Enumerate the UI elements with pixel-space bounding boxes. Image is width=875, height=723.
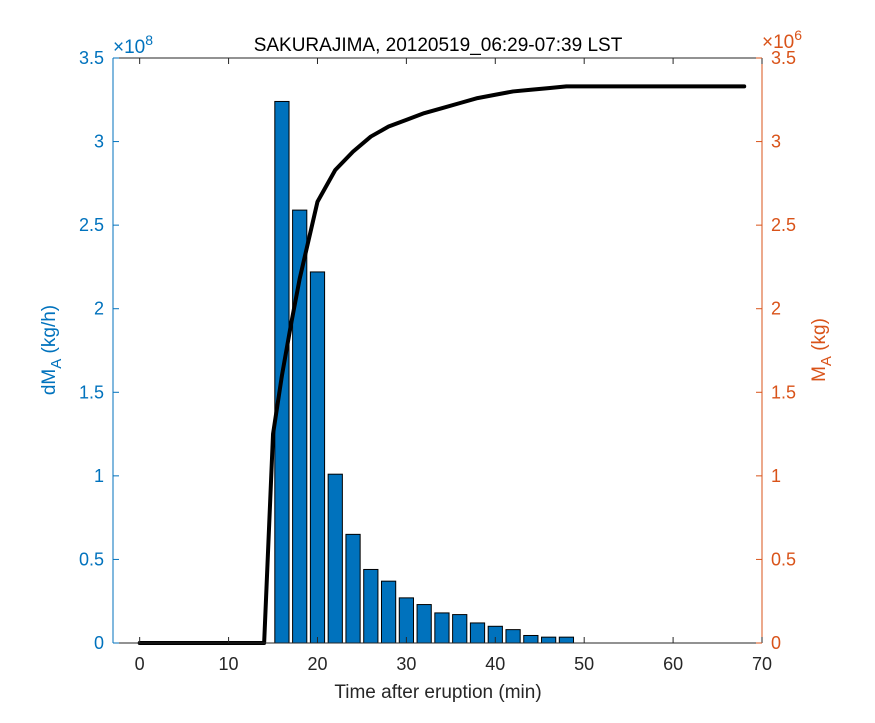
left-y-tick-label: 1.5 [79, 382, 104, 402]
x-tick-label: 70 [752, 654, 772, 674]
x-tick-label: 30 [396, 654, 416, 674]
bar [309, 271, 326, 644]
left-y-axis-label: dMA (kg/h) [39, 305, 65, 395]
series-line [137, 84, 747, 645]
left-label-subscript: A [48, 359, 65, 369]
left-y-tick-label: 0.5 [79, 549, 104, 569]
line-layer [137, 84, 747, 645]
bar [345, 533, 361, 644]
left-y-tick-label: 2 [94, 299, 104, 319]
bar [363, 568, 379, 644]
bar [452, 614, 468, 644]
right-axis-exponent: ×106 [762, 27, 802, 53]
right-y-tick-label: 2 [771, 299, 781, 319]
bar [416, 604, 432, 644]
right-exponent-base: ×10 [762, 32, 794, 53]
x-tick-label: 40 [485, 654, 505, 674]
x-axis-label: Time after eruption (min) [334, 682, 541, 703]
left-y-tick-label: 3 [94, 132, 104, 152]
bar [469, 622, 486, 644]
bar [327, 473, 343, 644]
right-exponent-power: 6 [794, 27, 802, 43]
right-y-tick-label: 0 [771, 633, 781, 653]
bar [523, 634, 539, 644]
right-y-tick-label: 1.5 [771, 382, 796, 402]
right-y-tick-label: 3.5 [771, 48, 796, 68]
chart-title: SAKURAJIMA, 20120519_06:29-07:39 LST [254, 35, 623, 56]
bar [380, 580, 397, 644]
bar [505, 629, 521, 644]
right-y-tick-label: 2.5 [771, 215, 796, 235]
right-y-tick-label: 1 [771, 466, 781, 486]
left-exponent-power: 8 [145, 32, 153, 48]
right-y-axis-label: MA (kg) [809, 318, 835, 382]
right-y-tick-label: 3 [771, 132, 781, 152]
left-axis-exponent: ×108 [113, 32, 153, 58]
x-tick-label: 50 [574, 654, 594, 674]
axes-layer: 0 10 20 30 40 50 60 7000.511.522.533.500.511.52… [79, 48, 796, 674]
bar [434, 612, 450, 644]
x-tick-label: 10 [219, 654, 239, 674]
bar [541, 636, 557, 644]
bar [558, 636, 575, 644]
right-label-subscript: A [818, 356, 835, 366]
right-label-unit: (kg) [809, 318, 830, 356]
left-label-unit: (kg/h) [39, 305, 60, 359]
left-exponent-base: ×10 [113, 37, 145, 58]
x-tick-label: 0 [135, 654, 145, 674]
left-label-main: dM [39, 369, 60, 395]
right-label-main: M [809, 366, 830, 382]
left-y-tick-label: 1 [94, 466, 104, 486]
right-y-tick-label: 0.5 [771, 549, 796, 569]
left-y-tick-label: 3.5 [79, 48, 104, 68]
x-tick-label: 20 [307, 654, 327, 674]
left-y-tick-label: 0 [94, 633, 104, 653]
bars-layer [274, 100, 575, 644]
bar [398, 597, 414, 644]
x-tick-label: 60 [663, 654, 683, 674]
left-y-tick-label: 2.5 [79, 215, 104, 235]
